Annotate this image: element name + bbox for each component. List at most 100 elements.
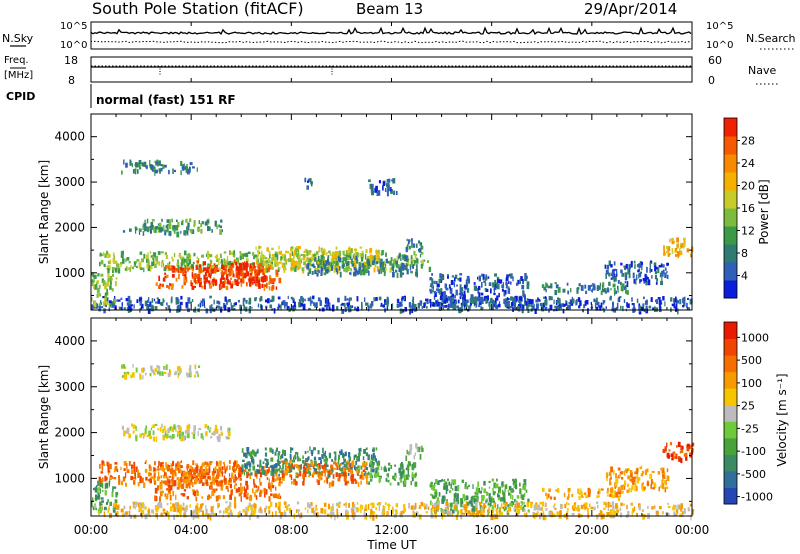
heatmap-cell — [255, 257, 258, 262]
heatmap-cell — [195, 463, 198, 466]
heatmap-cell — [344, 466, 347, 473]
heatmap-cell — [147, 308, 151, 314]
heatmap-cell — [575, 507, 579, 511]
heatmap-cell — [390, 189, 393, 194]
heatmap-cell — [507, 300, 510, 304]
heatmap-cell — [186, 168, 190, 175]
heatmap-cell — [676, 243, 679, 249]
heatmap-cell — [359, 263, 362, 269]
heatmap-cell — [151, 261, 155, 266]
heatmap-cell — [181, 285, 184, 289]
heatmap-cell — [326, 477, 329, 484]
heatmap-cell — [374, 455, 376, 462]
heatmap-cell — [177, 222, 180, 228]
heatmap-cell — [303, 255, 306, 258]
heatmap-cell — [403, 297, 406, 301]
heatmap-cell — [606, 264, 610, 270]
heatmap-cell — [309, 268, 312, 272]
heatmap-cell — [480, 306, 483, 311]
heatmap-cell — [680, 457, 683, 464]
heatmap-cell — [217, 504, 220, 507]
heatmap-cell — [183, 258, 187, 263]
heatmap-cell — [259, 246, 262, 249]
heatmap-cell — [326, 464, 329, 467]
heatmap-cell — [440, 288, 443, 294]
heatmap-cell — [93, 507, 96, 510]
heatmap-cell — [510, 306, 514, 309]
heatmap-cell — [380, 304, 383, 307]
heatmap-cell — [316, 251, 319, 255]
heatmap-cell — [366, 472, 368, 475]
heatmap-cell — [435, 508, 438, 512]
heatmap-cell — [107, 260, 111, 265]
heatmap-cell — [543, 296, 546, 299]
heatmap-cell — [265, 463, 268, 468]
heatmap-cell — [675, 296, 677, 303]
heatmap-cell — [363, 449, 366, 454]
heatmap-cell — [620, 269, 623, 274]
heatmap-cell — [315, 508, 318, 511]
heatmap-cell — [378, 296, 382, 301]
heatmap-cell — [666, 250, 668, 254]
heatmap-cell — [262, 269, 265, 274]
heatmap-cell — [266, 477, 269, 480]
heatmap-cell — [419, 242, 423, 246]
heatmap-cell — [478, 285, 481, 291]
colorbar-swatch — [724, 136, 737, 155]
heatmap-cell — [188, 372, 192, 378]
heatmap-cell — [341, 302, 344, 306]
heatmap-cell — [637, 269, 640, 273]
heatmap-cell — [374, 255, 376, 261]
heatmap-cell — [459, 296, 462, 300]
heatmap-cell — [192, 476, 195, 480]
heatmap-cell — [631, 476, 635, 483]
heatmap-cell — [362, 269, 366, 276]
heatmap-cell — [95, 507, 97, 511]
heatmap-cell — [351, 305, 354, 308]
heatmap-cell — [270, 465, 272, 468]
heatmap-cell — [300, 302, 303, 307]
heatmap-cell — [239, 466, 242, 473]
heatmap-cell — [132, 430, 135, 434]
heatmap-cell — [689, 298, 692, 305]
heatmap-cell — [363, 472, 366, 477]
heatmap-cell — [447, 307, 450, 310]
heatmap-cell — [226, 465, 228, 471]
heatmap-cell — [219, 306, 223, 311]
heatmap-cell — [170, 284, 174, 290]
heatmap-cell — [203, 472, 207, 476]
heatmap-cell — [246, 282, 248, 287]
heatmap-cell — [104, 302, 106, 307]
heatmap-cell — [522, 484, 524, 490]
heatmap-cell — [495, 297, 497, 304]
heatmap-cell — [204, 474, 207, 479]
heatmap-cell — [351, 461, 354, 468]
heatmap-cell — [441, 303, 444, 307]
heatmap-cell — [532, 305, 535, 310]
heatmap-cell — [240, 282, 243, 287]
heatmap-cell — [186, 432, 190, 439]
heatmap-cell — [368, 264, 372, 268]
heatmap-cell — [365, 474, 369, 479]
heatmap-cell — [138, 231, 141, 235]
heatmap-cell — [278, 245, 280, 250]
heatmap-cell — [213, 431, 216, 436]
heatmap-cell — [418, 248, 422, 253]
heatmap-cell — [380, 268, 382, 274]
heatmap-cell — [331, 459, 333, 462]
heatmap-cell — [443, 486, 446, 490]
heatmap-cell — [340, 451, 343, 456]
heatmap-cell — [626, 504, 628, 510]
heatmap-cell — [99, 483, 102, 488]
heatmap-cell — [384, 302, 388, 305]
heatmap-cell — [442, 297, 445, 301]
heatmap-cell — [96, 306, 98, 309]
heatmap-cell — [308, 467, 312, 471]
heatmap-cell — [243, 492, 246, 498]
heatmap-cell — [313, 468, 317, 473]
heatmap-cell — [138, 297, 142, 302]
heatmap-cell — [191, 513, 194, 517]
heatmap-cell — [204, 477, 207, 483]
heatmap-cell — [513, 483, 516, 489]
